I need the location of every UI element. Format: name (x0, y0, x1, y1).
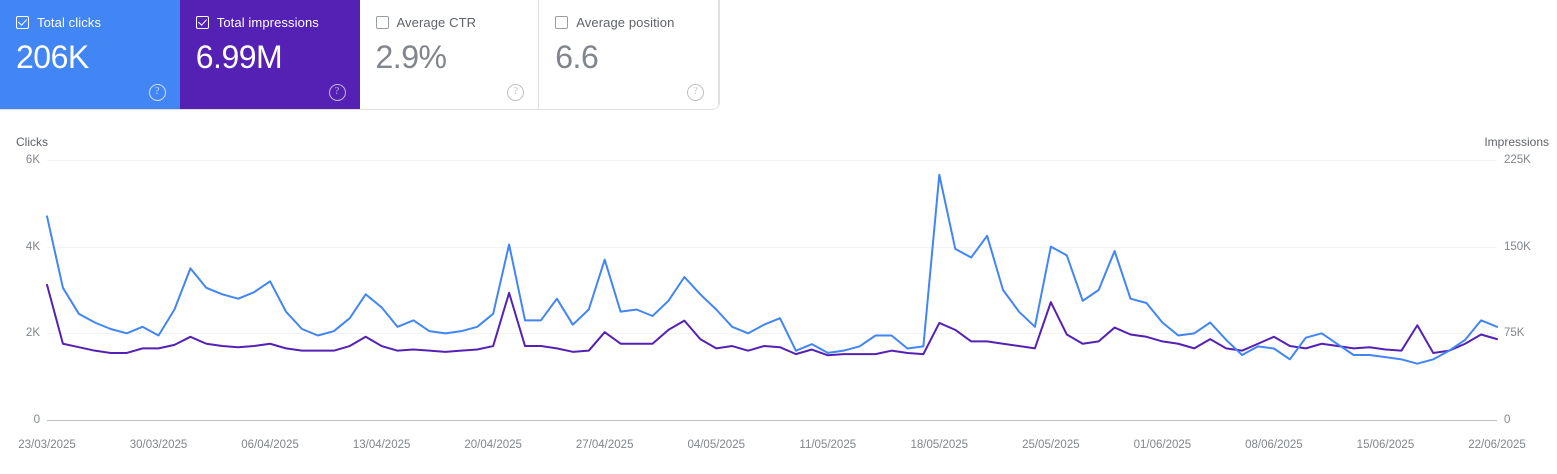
x-tick-label: 23/03/2025 (18, 439, 76, 451)
metric-value-total-impressions: 6.99M (195, 39, 283, 75)
right-tick-label: 75K (1504, 327, 1525, 340)
x-axis-labels: 23/03/2025 30/03/2025 06/04/2025 13/04/2025… (0, 110, 1557, 474)
right-tick-label: 0 (1504, 414, 1511, 426)
metric-card-total-impressions[interactable]: Total impressions 6.99M ? (179, 0, 360, 109)
gridline (47, 160, 1497, 161)
left-tick-label: 4K (25, 240, 40, 253)
x-tick-label: 20/04/2025 (464, 439, 522, 451)
metric-value-total-clicks: 206K (16, 39, 89, 75)
metric-value-average-position: 6.6 (555, 39, 599, 75)
metric-head-total-clicks: Total clicks (16, 14, 164, 30)
help-icon-average-position[interactable]: ? (687, 84, 704, 101)
metric-card-total-clicks[interactable]: Total clicks 206K ? (0, 0, 180, 109)
metric-head-total-impressions: Total impressions (195, 14, 344, 30)
total-clicks-checkbox[interactable] (16, 15, 29, 29)
series-lines (46, 173, 1498, 365)
left-tick-label: 0 (33, 414, 40, 426)
x-tick-label: 15/06/2025 (1356, 439, 1415, 451)
metric-label-total-impressions: Total impressions (216, 14, 319, 30)
line-impressions (46, 283, 1498, 357)
metric-value-average-ctr: 2.9% (375, 39, 447, 75)
x-tick-label: 01/06/2025 (1133, 439, 1192, 451)
average-ctr-checkbox[interactable] (375, 15, 389, 29)
gridline (47, 333, 1497, 335)
gridline (47, 246, 1497, 248)
plot-area (46, 110, 1498, 474)
x-tick-label: 11/05/2025 (799, 439, 857, 451)
x-tick-label: 08/06/2025 (1245, 439, 1303, 451)
left-axis-title: Clicks (16, 135, 48, 149)
performance-chart: Clicks Impressions 6K 4K 2K 0 225K 150K 75K 0 … (0, 110, 1557, 474)
help-icon-total-clicks[interactable]: ? (148, 84, 166, 101)
right-tick-label: 225K (1504, 154, 1531, 166)
metric-card-average-ctr[interactable]: Average CTR 2.9% ? (359, 0, 540, 109)
help-icon-total-impressions[interactable]: ? (328, 84, 346, 101)
right-tick-label: 150K (1504, 240, 1531, 253)
metrics-summary-bar: Total clicks 206K ? Total impressions 6.… (0, 0, 720, 110)
total-impressions-checkbox[interactable] (195, 15, 209, 29)
right-axis-ticks: 225K 150K 75K 0 (1504, 110, 1557, 474)
left-tick-label: 2K (25, 327, 40, 340)
x-tick-label: 25/05/2025 (1022, 439, 1080, 451)
right-axis-title: Impressions (1484, 135, 1549, 149)
gridline (47, 420, 1497, 421)
x-tick-label: 04/05/2025 (687, 439, 745, 451)
help-icon-average-ctr[interactable]: ? (507, 84, 525, 101)
x-tick-label: 06/04/2025 (241, 439, 299, 451)
metric-card-average-position[interactable]: Average position 6.6 ? (539, 0, 719, 109)
metric-label-total-clicks: Total clicks (37, 14, 102, 30)
metric-label-average-ctr: Average CTR (396, 14, 477, 30)
metric-head-average-ctr: Average CTR (375, 14, 523, 30)
x-tick-label: 13/04/2025 (352, 439, 411, 451)
x-tick-label: 27/04/2025 (575, 439, 634, 451)
x-tick-label: 22/06/2025 (1468, 439, 1526, 451)
x-tick-label: 18/05/2025 (910, 439, 969, 451)
left-tick-label: 6K (25, 154, 40, 166)
x-tick-label: 30/03/2025 (129, 439, 188, 451)
metric-head-average-position: Average position (555, 14, 702, 30)
average-position-checkbox[interactable] (555, 15, 569, 29)
metric-label-average-position: Average position (576, 14, 675, 30)
line-clicks (46, 173, 1498, 365)
left-axis-ticks: 6K 4K 2K 0 (0, 110, 40, 474)
